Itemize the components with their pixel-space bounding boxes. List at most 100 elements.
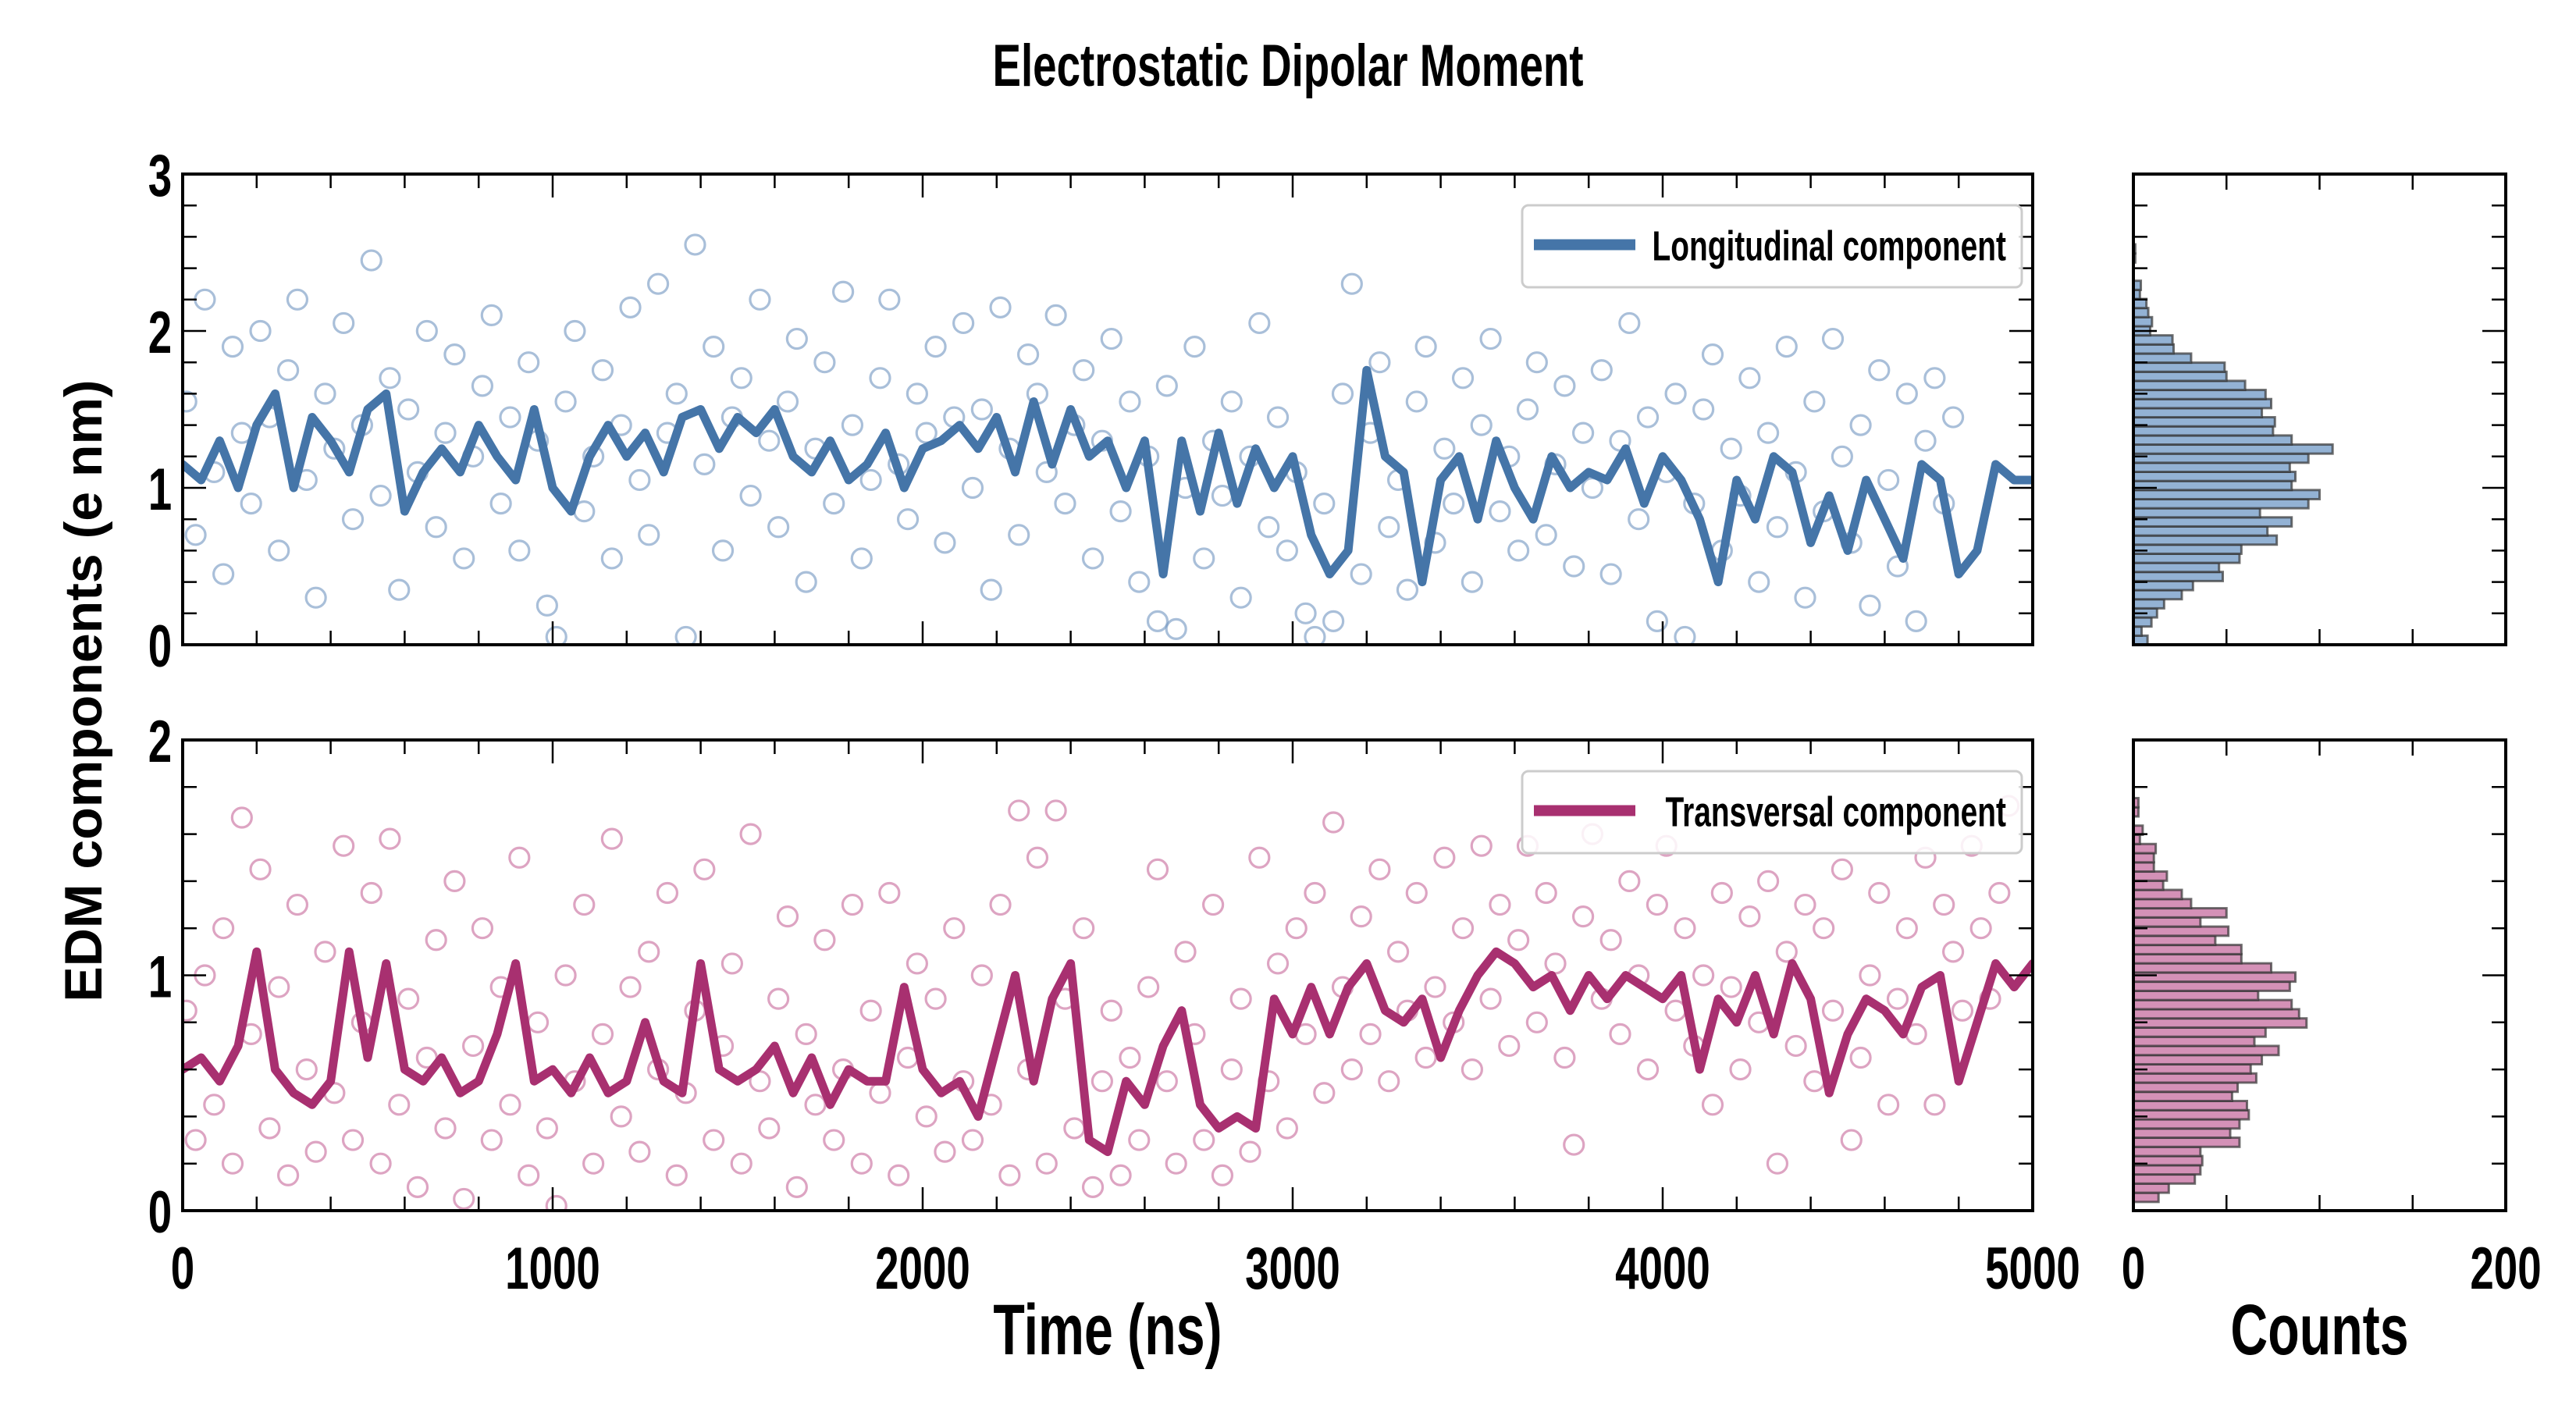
histogram-bar xyxy=(2132,861,2155,873)
histogram-bar xyxy=(2132,944,2243,955)
scatter-point xyxy=(480,1129,503,1151)
histogram-bar xyxy=(2132,416,2276,428)
scatter-point xyxy=(841,414,864,436)
scatter-point xyxy=(1073,917,1095,940)
scatter-point xyxy=(453,547,475,570)
y-axis-label: EDM components (e nm) xyxy=(54,379,113,1001)
scatter-point xyxy=(304,1140,327,1163)
scatter-point xyxy=(1748,571,1770,593)
histogram-bar xyxy=(2132,470,2297,482)
scatter-point xyxy=(1100,999,1123,1022)
scatter-point xyxy=(1414,336,1437,358)
scatter-point xyxy=(711,539,735,562)
scatter-point xyxy=(646,272,670,295)
scatter-point xyxy=(1470,834,1493,857)
scatter-point xyxy=(535,1117,558,1140)
histogram-bar xyxy=(2132,842,2158,855)
scatter-point xyxy=(1008,799,1030,822)
histogram-bar xyxy=(2132,1145,2202,1158)
scatter-point xyxy=(915,1105,938,1128)
histogram-bar xyxy=(2132,315,2154,328)
hist-x-axis-label: Counts xyxy=(2230,1289,2408,1369)
scatter-point xyxy=(573,893,596,916)
scatter-point xyxy=(286,893,309,916)
scatter-point xyxy=(1738,367,1761,389)
scatter-point xyxy=(1174,941,1197,963)
scatter-point xyxy=(749,288,771,311)
legend-longitudinal: Longitudinal component xyxy=(1521,204,2023,289)
scatter-point xyxy=(739,823,762,845)
scatter-point xyxy=(1646,610,1668,632)
histogram-bar xyxy=(2132,479,2293,492)
scatter-point xyxy=(258,1117,281,1140)
scatter-point xyxy=(1304,625,1326,645)
scatter-point xyxy=(406,1176,429,1198)
scatter-point xyxy=(1433,846,1456,869)
scatter-point xyxy=(1980,0,2000,10)
scatter-point xyxy=(1211,1164,1234,1186)
scatter-point xyxy=(499,406,521,429)
scatter-point xyxy=(1109,500,1132,523)
scatter-point xyxy=(183,390,197,413)
scatter-point xyxy=(341,508,365,531)
scatter-point xyxy=(379,367,401,389)
x-tick-label: 5000 xyxy=(1985,1236,2080,1302)
scatter-point xyxy=(461,1034,485,1058)
scatter-point xyxy=(1729,1058,1752,1081)
histogram-bar xyxy=(2132,898,2193,910)
scatter-point xyxy=(1766,1152,1789,1175)
histogram-bar xyxy=(2132,452,2310,464)
scatter-point xyxy=(1794,893,1816,916)
scatter-point xyxy=(970,964,993,987)
scatter-point xyxy=(535,594,558,617)
scatter-point xyxy=(1775,941,1798,963)
scatter-point xyxy=(1386,941,1410,963)
scatter-point xyxy=(295,1058,318,1081)
scatter-point xyxy=(1516,398,1539,421)
scatter-point xyxy=(1035,1152,1058,1175)
scatter-point xyxy=(1849,1046,1872,1069)
histogram-bar xyxy=(2132,352,2193,365)
scatter-point xyxy=(360,249,382,272)
x-tick-label: 2000 xyxy=(875,1236,970,1302)
scatter-point xyxy=(1461,1058,1483,1081)
scatter-point xyxy=(276,1164,300,1186)
histogram-bar xyxy=(2132,561,2221,574)
scatter-point xyxy=(508,846,531,869)
scatter-point xyxy=(1100,327,1123,350)
scatter-point xyxy=(499,1094,521,1116)
scatter-point xyxy=(1220,390,1243,413)
scatter-point xyxy=(665,382,688,405)
histogram-bar xyxy=(2132,925,2230,937)
scatter-point xyxy=(1405,881,1428,905)
scatter-point xyxy=(434,1117,457,1140)
scatter-point xyxy=(1988,881,2011,905)
scatter-point xyxy=(795,1023,817,1045)
scatter-point xyxy=(2008,0,2028,10)
scatter-point xyxy=(638,524,660,546)
scatter-point xyxy=(1451,367,1475,389)
scatter-point xyxy=(591,1023,614,1045)
scatter-point xyxy=(1952,0,1972,10)
scatter-point xyxy=(1183,336,1206,358)
scatter-point xyxy=(1951,999,1974,1022)
scatter-point xyxy=(888,1164,910,1186)
histogram-bar xyxy=(2132,1100,2248,1112)
scatter-point xyxy=(1507,539,1530,562)
scatter-point xyxy=(1636,406,1660,429)
scatter-point xyxy=(1618,870,1641,893)
scatter-point xyxy=(1999,0,2019,10)
scatter-point xyxy=(1313,1082,1336,1104)
scatter-point xyxy=(638,941,660,963)
histogram-bar xyxy=(2132,1118,2241,1130)
scatter-point xyxy=(693,453,716,475)
scatter-point xyxy=(831,280,855,303)
scatter-point xyxy=(878,881,901,905)
scatter-point xyxy=(1489,500,1511,523)
scatter-point xyxy=(869,1082,891,1104)
scatter-point xyxy=(471,917,494,940)
scatter-point xyxy=(961,476,984,500)
scatter-point xyxy=(628,1140,651,1163)
rolling-mean-line-longitudinal xyxy=(183,365,2033,587)
